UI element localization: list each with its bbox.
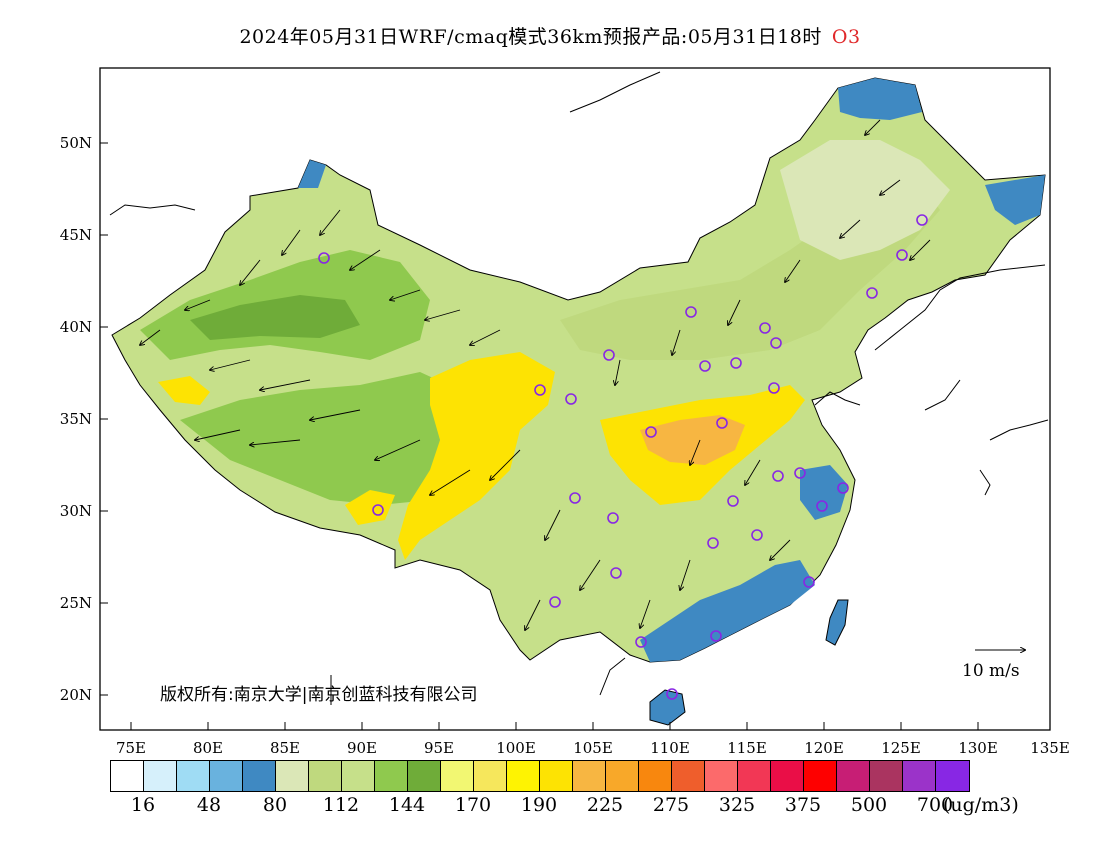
colorbar-swatch xyxy=(771,761,804,791)
copyright-text: 版权所有:南京大学|南京创蓝科技有限公司 xyxy=(160,685,478,705)
zone-low-yangtze-delta xyxy=(800,465,848,520)
lat-tick-30n: 30N xyxy=(60,502,92,520)
lat-tick-45n: 45N xyxy=(60,226,92,244)
colorbar-swatch xyxy=(507,761,540,791)
lon-tick-80e: 80E xyxy=(193,739,223,757)
lat-tick-40n: 40N xyxy=(60,318,92,336)
china-o3-field xyxy=(111,77,1046,726)
colorbar-swatch xyxy=(210,761,243,791)
wind-vectors xyxy=(140,119,931,630)
lon-tick-135e: 135E xyxy=(1030,739,1070,757)
lon-tick-100e: 100E xyxy=(496,739,536,757)
colorbar-label: 80 xyxy=(262,794,288,816)
lon-tick-75e: 75E xyxy=(116,739,146,757)
colorbar-swatch xyxy=(573,761,606,791)
colorbar-swatch xyxy=(309,761,342,791)
zone-low-northeast-east xyxy=(985,175,1045,225)
zone-mid-tibet xyxy=(180,372,500,505)
title-species: O3 xyxy=(831,26,861,48)
lon-tick-115e: 115E xyxy=(727,739,767,757)
chart-title: 2024年05月31日WRF/cmaq模式36km预报产品:05月31日18时 O… xyxy=(0,22,1100,49)
colorbar-swatch xyxy=(177,761,210,791)
colorbar-swatch xyxy=(375,761,408,791)
zone-pale-northeast xyxy=(780,140,950,260)
zone-dark-tarim xyxy=(190,295,360,340)
lat-tick-25n: 25N xyxy=(60,594,92,612)
lat-tick-20n: 20N xyxy=(60,686,92,704)
colorbar-swatch xyxy=(870,761,903,791)
taiwan-island xyxy=(825,599,849,646)
colorbar-swatch xyxy=(474,761,507,791)
colorbar-swatch xyxy=(342,761,375,791)
title-main: 2024年05月31日WRF/cmaq模式36km预报产品:05月31日18时 xyxy=(239,26,822,48)
colorbar-label: 700 xyxy=(916,794,954,816)
zone-low-south-coast xyxy=(640,560,815,662)
colorbar-swatch xyxy=(672,761,705,791)
zone-high-southwest xyxy=(345,490,395,525)
lon-tick-105e: 105E xyxy=(573,739,613,757)
colorbar-label: 375 xyxy=(784,794,822,816)
colorbar-label: 16 xyxy=(130,794,156,816)
city-markers xyxy=(318,214,928,700)
colorbar-labels: 16 48 80 112 144 170 190 225 275 325 375 500 700 (ug/… xyxy=(110,794,1080,820)
colorbar-swatch xyxy=(606,761,639,791)
colorbar-label: 144 xyxy=(388,794,426,816)
colorbar-label: 48 xyxy=(196,794,222,816)
colorbar-swatch xyxy=(837,761,870,791)
colorbar-label: 170 xyxy=(454,794,492,816)
lat-tick-35n: 35N xyxy=(60,410,92,428)
lon-tick-125e: 125E xyxy=(881,739,921,757)
lon-tick-95e: 95E xyxy=(424,739,454,757)
colorbar-swatch xyxy=(639,761,672,791)
zone-low-northwest-tip xyxy=(298,160,326,188)
lon-tick-110e: 110E xyxy=(650,739,690,757)
colorbar-swatch xyxy=(243,761,276,791)
colorbar-label: 500 xyxy=(850,794,888,816)
colorbar-swatch xyxy=(276,761,309,791)
neighbor-coastlines xyxy=(109,71,1049,696)
lon-tick-120e: 120E xyxy=(804,739,844,757)
colorbar-swatch xyxy=(903,761,936,791)
lat-tick-50n: 50N xyxy=(60,134,92,152)
colorbar-swatch xyxy=(441,761,474,791)
colorbar-swatch xyxy=(738,761,771,791)
lat-tick-labels: 50N 45N 40N 35N 30N 25N 20N xyxy=(60,134,92,704)
zone-high-west xyxy=(158,376,210,405)
vector-reference-label: 10 m/s xyxy=(962,661,1020,681)
colorbar-unit: (ug/m3) xyxy=(943,794,1019,816)
colorbar-swatch xyxy=(144,761,177,791)
hainan-island xyxy=(649,689,686,726)
colorbar-label: 225 xyxy=(586,794,624,816)
colorbar-label: 190 xyxy=(520,794,558,816)
colorbar-swatch xyxy=(705,761,738,791)
colorbar-label: 112 xyxy=(322,794,360,816)
lon-tick-90e: 90E xyxy=(347,739,377,757)
zone-low-northeast xyxy=(838,78,922,120)
colorbar-swatch xyxy=(936,761,969,791)
colorbar-label: 325 xyxy=(718,794,756,816)
colorbar xyxy=(110,760,970,792)
colorbar-swatch xyxy=(540,761,573,791)
lon-tick-labels: 75E 80E 85E 90E 95E 100E 105E 110E 115E … xyxy=(116,739,1070,757)
colorbar-swatch xyxy=(804,761,837,791)
lon-tick-85e: 85E xyxy=(270,739,300,757)
colorbar-swatch xyxy=(111,761,144,791)
colorbar-swatch xyxy=(408,761,441,791)
lon-tick-130e: 130E xyxy=(958,739,998,757)
colorbar-label: 275 xyxy=(652,794,690,816)
axis-ticks xyxy=(100,142,1051,730)
zone-high-plateau xyxy=(398,352,555,560)
